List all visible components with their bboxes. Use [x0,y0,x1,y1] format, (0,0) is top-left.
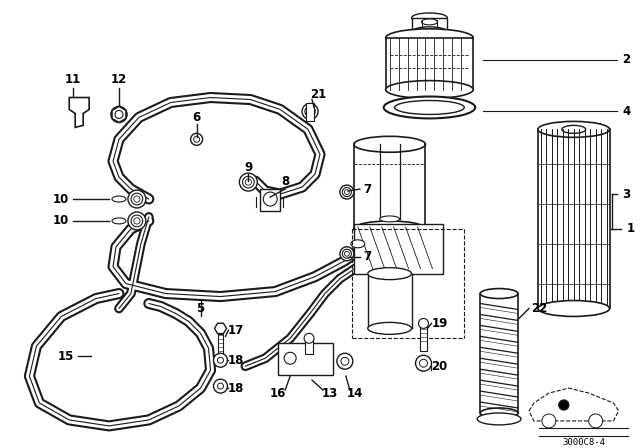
Circle shape [194,136,200,142]
Bar [412,18,447,32]
Circle shape [245,179,252,185]
Bar [278,343,333,375]
Bar [306,103,314,121]
Circle shape [542,414,556,428]
Ellipse shape [395,100,464,114]
Circle shape [342,249,351,258]
Ellipse shape [354,221,426,237]
Ellipse shape [386,81,473,99]
Ellipse shape [112,196,126,202]
Circle shape [263,192,277,206]
Text: 10: 10 [53,215,69,228]
Circle shape [415,355,431,371]
Ellipse shape [562,125,586,134]
Circle shape [218,383,223,389]
Circle shape [419,319,428,328]
Ellipse shape [538,121,609,138]
Circle shape [559,400,569,410]
Circle shape [344,251,349,256]
Ellipse shape [480,289,518,298]
Text: 11: 11 [65,73,81,86]
Ellipse shape [384,96,476,118]
Text: 19: 19 [431,317,447,330]
Text: 13: 13 [322,387,338,400]
Circle shape [134,196,140,202]
Text: 16: 16 [270,387,286,400]
Ellipse shape [354,136,426,152]
Text: 9: 9 [244,161,252,174]
Circle shape [214,353,227,367]
Text: 2: 2 [623,53,630,66]
Circle shape [284,352,296,364]
Text: 3000C8-4: 3000C8-4 [562,438,605,447]
Bar [419,323,428,351]
Text: 12: 12 [111,73,127,86]
Text: 6: 6 [193,111,201,124]
Text: 22: 22 [531,302,547,315]
Ellipse shape [351,240,365,248]
Circle shape [239,173,257,191]
Text: 5: 5 [196,302,205,315]
Circle shape [305,106,316,116]
Ellipse shape [368,323,412,334]
Circle shape [344,190,349,194]
Polygon shape [112,107,126,122]
Text: 18: 18 [227,382,244,395]
Circle shape [128,190,146,208]
Ellipse shape [412,27,447,37]
Ellipse shape [112,218,126,224]
Text: 3: 3 [623,188,630,201]
Text: 10: 10 [53,193,69,206]
Circle shape [218,357,223,363]
Text: 8: 8 [281,175,289,188]
Circle shape [340,247,354,261]
Circle shape [111,107,127,122]
Circle shape [128,212,146,230]
Ellipse shape [480,408,518,418]
Circle shape [302,103,318,120]
Circle shape [131,193,143,205]
Ellipse shape [368,268,412,280]
Circle shape [337,353,353,369]
Circle shape [74,107,84,116]
Circle shape [243,176,254,188]
Circle shape [340,185,354,199]
Text: 14: 14 [347,387,363,400]
Text: 1: 1 [627,222,634,235]
Bar [260,189,280,211]
Bar [386,38,473,90]
Circle shape [304,333,314,343]
Ellipse shape [477,413,521,425]
Text: 17: 17 [227,324,244,337]
Polygon shape [69,98,89,127]
Ellipse shape [380,216,399,222]
Circle shape [134,218,140,224]
Circle shape [191,134,203,145]
Bar [305,338,313,354]
Text: 7: 7 [364,250,372,263]
Ellipse shape [538,301,609,316]
Circle shape [214,379,227,393]
Bar [218,334,223,356]
Ellipse shape [412,13,447,23]
Text: 4: 4 [622,105,630,118]
Circle shape [307,109,313,114]
Circle shape [589,414,603,428]
Bar [354,224,444,274]
Text: 15: 15 [58,350,74,363]
Text: 7: 7 [364,183,372,196]
Circle shape [115,111,123,118]
Circle shape [419,359,428,367]
Circle shape [342,188,351,197]
Ellipse shape [422,19,437,25]
Ellipse shape [386,29,473,47]
Circle shape [131,215,143,227]
Text: 18: 18 [227,354,244,367]
Circle shape [341,357,349,365]
Text: 20: 20 [431,360,447,373]
Polygon shape [214,323,227,334]
Text: 21: 21 [310,88,326,101]
Circle shape [115,111,123,118]
